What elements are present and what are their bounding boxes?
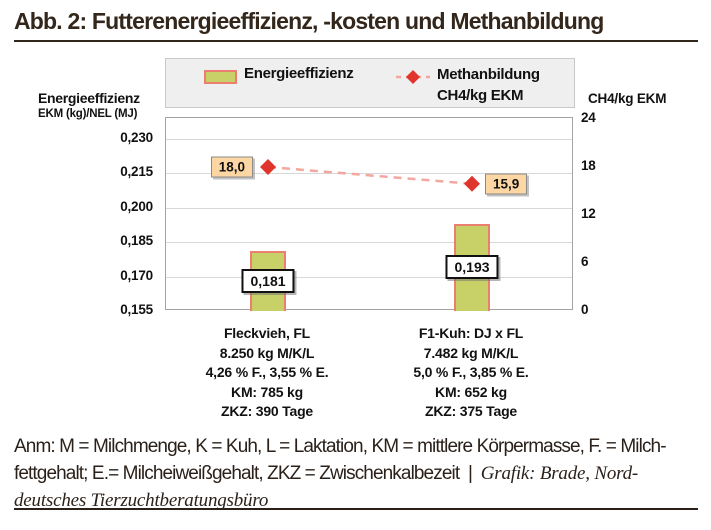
gridline <box>166 207 572 209</box>
gridline <box>166 276 572 278</box>
left-axis-title-line2: EKM (kg)/NEL (MJ) <box>38 108 138 120</box>
gridline <box>166 173 572 175</box>
footnote-line1: Anm: M = Milchmenge, K = Kuh, L = Laktat… <box>14 436 667 457</box>
right-axis-tick-24: 24 <box>581 110 596 125</box>
bar-legend-label: Energieeffizienz <box>244 65 354 82</box>
methane-diamond-0 <box>260 159 276 175</box>
footnote-line2-credit: Grafik: Brade, Nord- <box>480 463 639 484</box>
left-axis-title-line1: Energieeffizienz <box>38 90 140 106</box>
bottom-rule <box>14 508 698 510</box>
right-axis-tick-18: 18 <box>581 158 596 173</box>
left-axis-tick-0,185: 0,185 <box>120 233 153 249</box>
right-axis-tick-12: 12 <box>581 206 596 221</box>
footnote-line2-sans: fettgehalt; E.= Milcheiweißgehalt, ZKZ =… <box>14 463 481 484</box>
gridline <box>166 139 572 141</box>
category-label-0: Fleckvieh, FL 8.250 kg M/K/L 4,26 % F., 3,… <box>157 324 377 422</box>
category-label-line: KM: 652 kg <box>435 383 507 400</box>
right-axis-tick-0: 0 <box>581 302 589 317</box>
category-label-line: F1-Kuh: DJ x FL <box>418 325 524 341</box>
category-label-1: F1-Kuh: DJ x FL 7.482 kg M/K/L 5,0 % F., 3… <box>361 324 581 422</box>
category-label-line: 7.482 kg M/K/L <box>423 344 519 361</box>
left-axis-title: Energieeffizienz EKM (kg)/NEL (MJ) <box>38 90 140 122</box>
methane-diamond-1 <box>464 175 480 192</box>
methane-value-label-0: 18,0 <box>210 156 253 178</box>
line-legend-label-line1: Methanbildung <box>437 66 540 83</box>
left-axis-tick-0,170: 0,170 <box>120 267 153 283</box>
right-axis-title: CH4/kg EKM <box>588 91 667 106</box>
category-label-line: KM: 785 kg <box>231 383 303 400</box>
category-label-line: Fleckvieh, FL <box>223 325 311 341</box>
methane-line-layer <box>260 159 480 192</box>
left-axis-tick-0,230: 0,230 <box>120 130 153 146</box>
bar-value-label-1: 0,193 <box>445 255 499 280</box>
category-label-line: 5,0 % F., 3,85 % E. <box>413 364 529 380</box>
title-rule <box>14 40 698 42</box>
right-axis-tick-6: 6 <box>581 254 589 269</box>
left-axis-tick-0,215: 0,215 <box>120 164 153 180</box>
left-axis-tick-0,200: 0,200 <box>120 198 153 214</box>
left-axis-ticks: 0,230 0,215 0,200 0,185 0,170 0,155 <box>95 117 153 317</box>
gridline <box>166 242 572 244</box>
bar-legend-swatch-icon <box>204 70 237 84</box>
left-axis-tick-0,155: 0,155 <box>120 302 153 317</box>
figure-footnote: Anm: M = Milchmenge, K = Kuh, L = Laktat… <box>14 433 711 514</box>
category-label-line: 4,26 % F., 3,55 % E. <box>205 364 329 380</box>
methane-dashed-line <box>267 165 473 186</box>
x-axis-category-labels: Fleckvieh, FL 8.250 kg M/K/L 4,26 % F., 3,… <box>165 324 573 424</box>
dashed-diamond-legend-icon <box>396 69 430 90</box>
category-label-line: 8.250 kg M/K/L <box>219 344 315 361</box>
figure-title: Abb. 2: Futterenergieeffizienz, -kosten … <box>14 8 604 34</box>
methane-value-label-1: 15,9 <box>485 173 528 195</box>
category-label-line: ZKZ: 390 Tage <box>220 403 314 419</box>
bar-value-label-0: 0,181 <box>241 269 295 294</box>
plot-area: 0,181 0,193 18,0 15,9 <box>165 117 573 311</box>
line-legend-label-line2: CH4/kg EKM <box>437 87 524 104</box>
footnote-line3-credit: deutsches Tierzuchtberatungsbüro <box>14 490 269 511</box>
category-label-line: ZKZ: 375 Tage <box>424 403 518 419</box>
right-axis-ticks: 24 18 12 6 0 <box>581 110 621 317</box>
line-legend-label: Methanbildung CH4/kg EKM <box>437 64 540 106</box>
chart-legend: Energieeffizienz Methanbildung CH4/kg EK… <box>165 58 575 108</box>
